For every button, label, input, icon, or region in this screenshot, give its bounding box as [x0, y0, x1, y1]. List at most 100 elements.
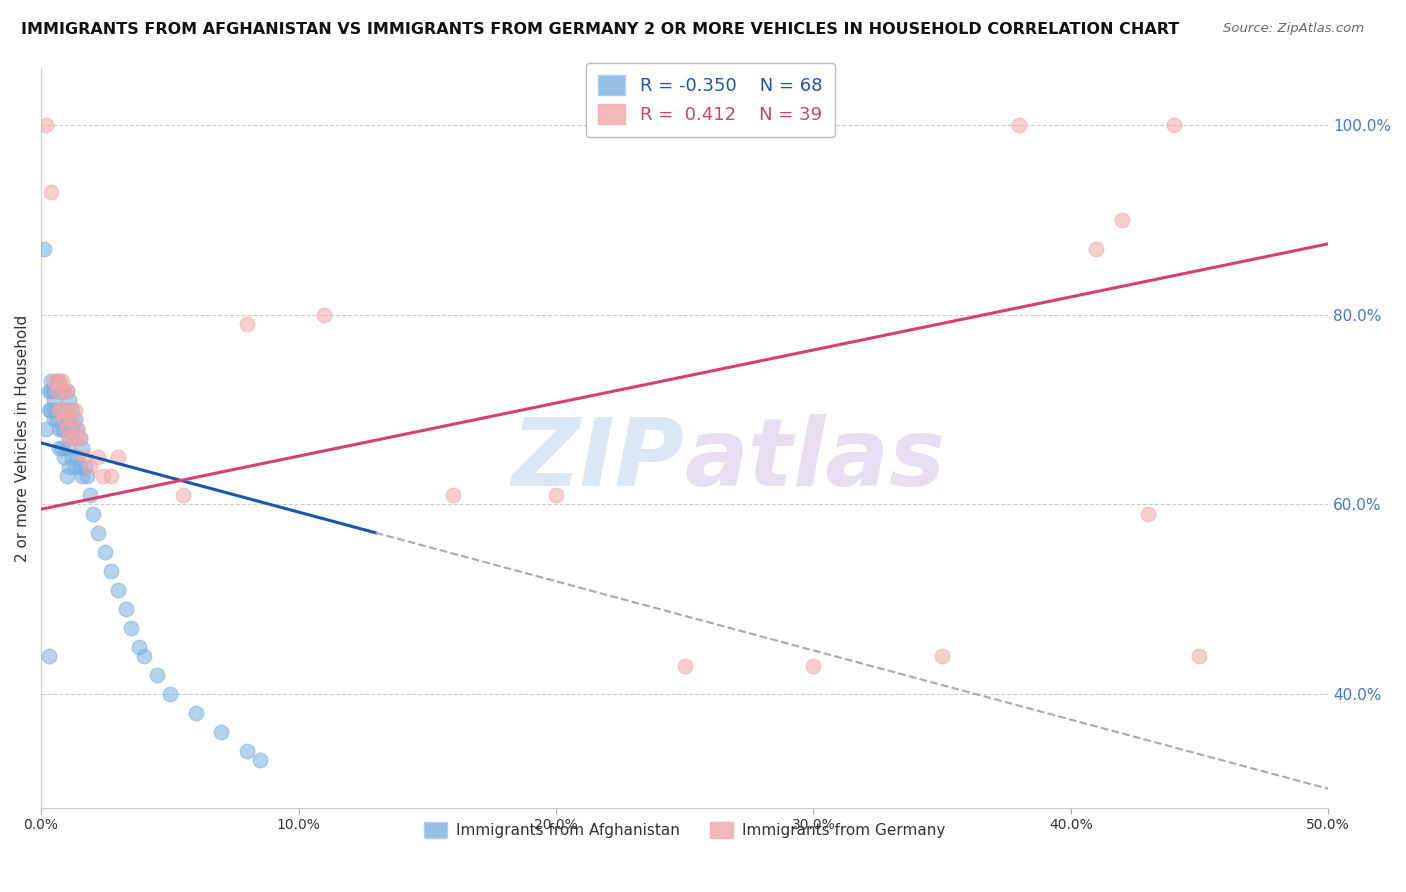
Point	[79, 459, 101, 474]
Point	[314, 308, 336, 322]
Point	[69, 431, 91, 445]
Point	[63, 412, 86, 426]
Point	[38, 402, 60, 417]
Point	[66, 422, 89, 436]
Point	[56, 469, 79, 483]
Point	[60, 402, 83, 417]
Point	[38, 649, 60, 664]
Point	[100, 469, 122, 483]
Point	[42, 374, 65, 388]
Point	[132, 649, 155, 664]
Point	[56, 422, 79, 436]
Point	[1085, 242, 1108, 256]
Point	[51, 384, 73, 398]
Point	[53, 402, 76, 417]
Point	[42, 393, 65, 408]
Point	[42, 412, 65, 426]
Point	[66, 450, 89, 464]
Point	[48, 402, 70, 417]
Text: IMMIGRANTS FROM AFGHANISTAN VS IMMIGRANTS FROM GERMANY 2 OR MORE VEHICLES IN HOU: IMMIGRANTS FROM AFGHANISTAN VS IMMIGRANT…	[21, 22, 1180, 37]
Point	[87, 450, 110, 464]
Point	[931, 649, 953, 664]
Point	[53, 384, 76, 398]
Point	[51, 374, 73, 388]
Point	[115, 601, 138, 615]
Point	[87, 525, 110, 540]
Point	[441, 488, 464, 502]
Point	[51, 441, 73, 455]
Point	[48, 422, 70, 436]
Point	[1188, 649, 1211, 664]
Point	[41, 185, 63, 199]
Point	[801, 658, 824, 673]
Point	[56, 402, 79, 417]
Point	[91, 469, 114, 483]
Point	[56, 384, 79, 398]
Point	[146, 668, 169, 682]
Point	[79, 488, 101, 502]
Point	[73, 459, 96, 474]
Point	[128, 640, 150, 654]
Point	[73, 450, 96, 464]
Point	[58, 412, 80, 426]
Text: atlas: atlas	[685, 414, 946, 507]
Point	[107, 582, 129, 597]
Point	[60, 412, 83, 426]
Point	[63, 431, 86, 445]
Point	[42, 384, 65, 398]
Point	[76, 469, 98, 483]
Point	[45, 412, 67, 426]
Point	[209, 725, 232, 739]
Point	[100, 564, 122, 578]
Point	[58, 431, 80, 445]
Point	[673, 658, 696, 673]
Point	[58, 393, 80, 408]
Point	[48, 402, 70, 417]
Point	[72, 469, 94, 483]
Point	[172, 488, 194, 502]
Point	[41, 374, 63, 388]
Point	[63, 459, 86, 474]
Point	[51, 402, 73, 417]
Point	[60, 422, 83, 436]
Y-axis label: 2 or more Vehicles in Household: 2 or more Vehicles in Household	[15, 315, 30, 562]
Point	[58, 402, 80, 417]
Point	[236, 318, 259, 332]
Point	[58, 459, 80, 474]
Point	[51, 422, 73, 436]
Point	[159, 687, 181, 701]
Point	[82, 507, 104, 521]
Point	[42, 402, 65, 417]
Point	[249, 753, 271, 767]
Point	[56, 441, 79, 455]
Point	[63, 431, 86, 445]
Point	[69, 459, 91, 474]
Point	[72, 441, 94, 455]
Point	[32, 242, 55, 256]
Point	[184, 706, 207, 720]
Point	[45, 384, 67, 398]
Text: ZIP: ZIP	[512, 414, 685, 507]
Point	[45, 384, 67, 398]
Point	[45, 374, 67, 388]
Point	[69, 431, 91, 445]
Point	[53, 422, 76, 436]
Point	[38, 384, 60, 398]
Point	[35, 422, 58, 436]
Point	[48, 374, 70, 388]
Point	[48, 441, 70, 455]
Point	[544, 488, 567, 502]
Point	[1008, 119, 1031, 133]
Point	[58, 431, 80, 445]
Point	[66, 422, 89, 436]
Point	[53, 384, 76, 398]
Point	[53, 450, 76, 464]
Point	[41, 384, 63, 398]
Point	[120, 621, 142, 635]
Point	[48, 374, 70, 388]
Point	[107, 450, 129, 464]
Point	[56, 422, 79, 436]
Point	[45, 402, 67, 417]
Point	[94, 545, 117, 559]
Point	[51, 402, 73, 417]
